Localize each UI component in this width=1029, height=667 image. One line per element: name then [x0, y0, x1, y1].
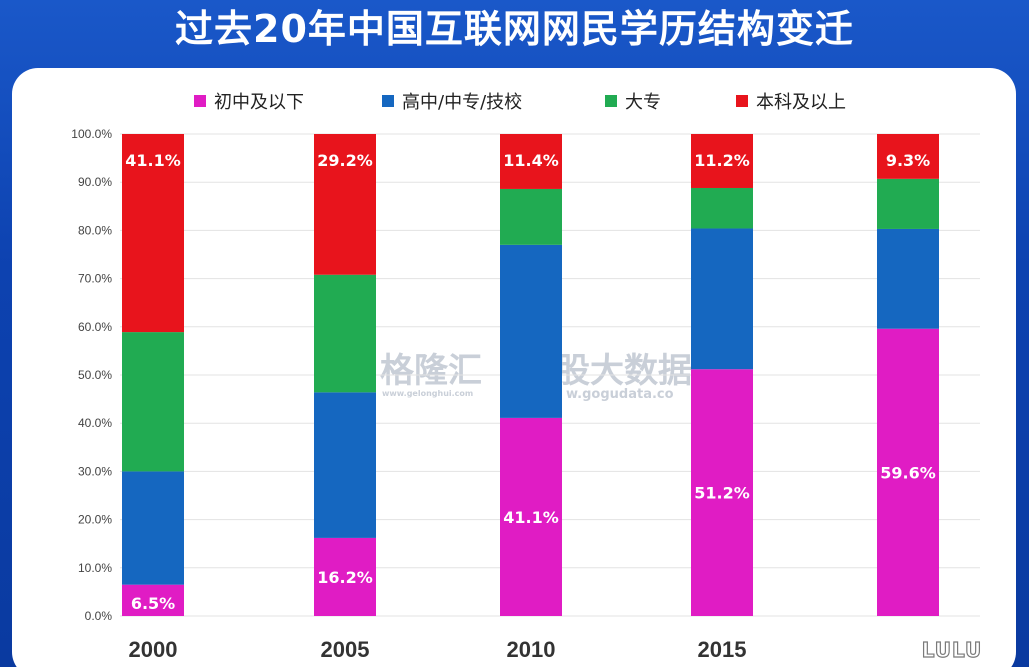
- legend-label: 初中及以下: [214, 92, 304, 113]
- corner-tag: LULU: [922, 638, 983, 662]
- y-tick-label: 30.0%: [78, 464, 112, 478]
- y-tick-label: 60.0%: [78, 320, 112, 334]
- legend-swatch: [736, 95, 748, 107]
- bar-segment: [314, 134, 376, 275]
- y-tick-label: 100.0%: [71, 127, 112, 141]
- x-tick-label: 2005: [321, 637, 370, 662]
- bar-segment: [122, 332, 184, 472]
- bar-segment: [877, 228, 939, 329]
- bar-segment: [122, 471, 184, 585]
- y-tick-label: 0.0%: [85, 609, 113, 623]
- x-tick-label: 2000: [129, 637, 178, 662]
- data-label: 51.2%: [694, 484, 750, 503]
- bar-segment: [877, 328, 939, 616]
- watermark-data-url: w.gogudata.co: [566, 387, 674, 402]
- bar-segment: [691, 228, 753, 370]
- bar-segment: [877, 178, 939, 229]
- bar-segment: [691, 134, 753, 188]
- x-tick-label: 2010: [507, 637, 556, 662]
- y-tick-label: 10.0%: [78, 561, 112, 575]
- bar-segment: [691, 187, 753, 229]
- y-tick-label: 90.0%: [78, 175, 112, 189]
- legend-swatch: [605, 95, 617, 107]
- data-label: 59.6%: [880, 463, 936, 482]
- y-tick-label: 70.0%: [78, 272, 112, 286]
- bar-segment: [314, 537, 376, 616]
- data-label: 41.1%: [125, 151, 181, 170]
- bar-segment: [691, 369, 753, 616]
- legend-swatch: [194, 95, 206, 107]
- legend-label: 本科及以上: [756, 92, 846, 113]
- y-tick-label: 80.0%: [78, 223, 112, 237]
- watermark-brand-url: www.gelonghui.com: [382, 389, 473, 398]
- watermark-data-brand: 股大数据: [556, 351, 692, 391]
- data-label: 29.2%: [317, 151, 373, 170]
- chart-title: 过去20年中国互联网网民学历结构变迁: [175, 7, 854, 51]
- bar-segment: [500, 134, 562, 189]
- data-label: 11.2%: [694, 151, 750, 170]
- bar-segment: [122, 584, 184, 616]
- bar-segment: [500, 417, 562, 616]
- bar-segment: [500, 188, 562, 245]
- data-label: 6.5%: [131, 594, 175, 613]
- watermark-brand: 格隆汇: [380, 351, 482, 391]
- bar-segment: [314, 392, 376, 538]
- y-tick-label: 40.0%: [78, 416, 112, 430]
- bar-segment: [877, 134, 939, 179]
- bar-segment: [500, 244, 562, 418]
- legend-label: 高中/中专/技校: [402, 92, 522, 113]
- data-label: 41.1%: [503, 508, 559, 527]
- bar-segment: [122, 134, 184, 333]
- y-tick-label: 20.0%: [78, 513, 112, 527]
- x-tick-label: 2015: [698, 637, 747, 662]
- legend-swatch: [382, 95, 394, 107]
- bar-segment: [314, 274, 376, 393]
- data-label: 16.2%: [317, 568, 373, 587]
- data-label: 11.4%: [503, 151, 559, 170]
- legend-label: 大专: [625, 92, 661, 113]
- data-label: 9.3%: [886, 151, 930, 170]
- y-tick-label: 50.0%: [78, 368, 112, 382]
